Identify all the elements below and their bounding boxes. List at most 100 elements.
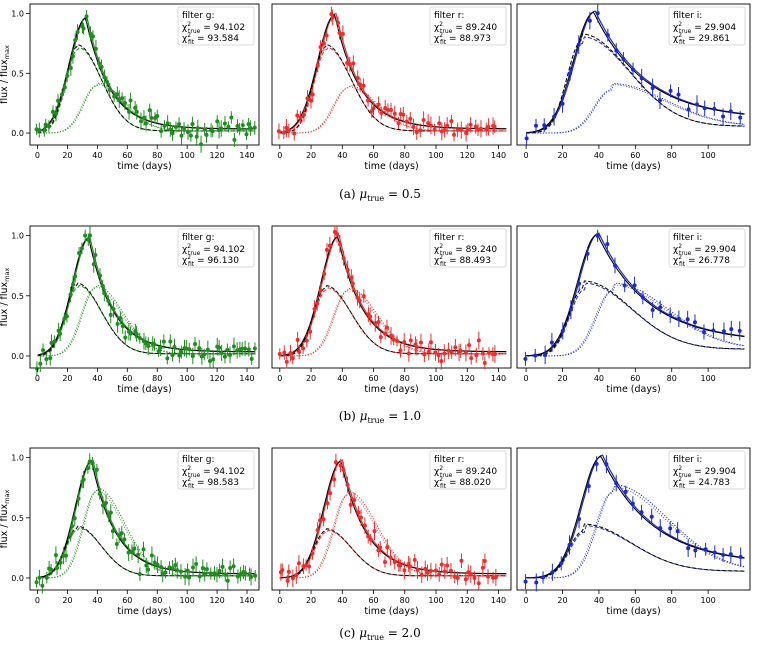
data-point — [455, 576, 460, 581]
legend-filter-title: filter r: — [434, 11, 464, 21]
x-axis-label: time (days) — [117, 606, 171, 617]
data-point — [621, 56, 626, 61]
data-point — [668, 313, 673, 318]
data-point — [192, 341, 197, 346]
data-point — [152, 342, 157, 347]
data-point — [161, 339, 166, 344]
x-axis-label: time (days) — [117, 384, 171, 395]
data-point — [322, 271, 327, 276]
data-point — [112, 94, 117, 99]
legend-chi-true: χ2 true = 94.102 — [182, 465, 245, 479]
data-point — [445, 123, 450, 128]
x-tick-label: 120 — [209, 596, 224, 605]
data-point — [90, 34, 95, 39]
data-point — [372, 529, 377, 534]
data-point — [231, 564, 236, 569]
data-point — [728, 552, 733, 557]
data-point — [122, 537, 127, 542]
data-point — [155, 562, 160, 567]
data-point — [350, 281, 355, 286]
data-point — [187, 575, 192, 580]
data-point — [228, 352, 233, 357]
data-point — [402, 568, 407, 573]
data-point — [190, 122, 195, 127]
x-tick-label: 0 — [35, 151, 40, 160]
data-point — [356, 510, 361, 515]
legend-chi-true: χ2 true = 89.240 — [434, 465, 497, 479]
data-point — [465, 127, 470, 132]
data-point — [395, 338, 400, 343]
data-point — [91, 262, 96, 267]
data-point — [378, 335, 383, 340]
data-point — [668, 88, 673, 93]
data-point — [120, 96, 125, 101]
data-point — [676, 92, 681, 97]
legend-chi-fit: χ2 fit = 88.493 — [434, 254, 491, 268]
fit-component2-curve — [279, 288, 507, 357]
data-point — [318, 45, 323, 50]
y-tick-label: 0.5 — [11, 292, 24, 301]
data-point — [249, 356, 254, 361]
x-tick-label: 80 — [152, 596, 162, 605]
data-point — [175, 568, 180, 573]
x-tick-label: 20 — [557, 151, 567, 160]
x-tick-label: 80 — [152, 151, 162, 160]
data-point — [64, 553, 69, 558]
legend-frame — [177, 6, 255, 46]
data-point — [487, 350, 492, 355]
data-point — [136, 552, 141, 557]
legend-chi-true: χ2 true = 94.102 — [182, 243, 245, 257]
data-point — [195, 126, 200, 131]
data-point — [107, 87, 112, 92]
data-point — [286, 569, 291, 574]
legend-filter-title: filter r: — [434, 455, 464, 465]
data-point — [170, 131, 175, 136]
data-point — [686, 546, 691, 551]
legend-filter-title: filter g: — [182, 11, 215, 21]
x-tick-label: 140 — [239, 374, 254, 383]
data-point — [162, 123, 167, 128]
data-point — [693, 548, 698, 553]
x-tick-label: 140 — [491, 374, 506, 383]
data-point — [228, 566, 233, 571]
data-point — [325, 501, 330, 506]
data-point — [238, 572, 243, 577]
x-tick-label: 60 — [368, 596, 378, 605]
data-point — [355, 75, 360, 80]
panel-0-i: 0 20 40 60 80 100 time (days) filter i:χ2 true =… — [516, 3, 751, 172]
x-tick-label: 60 — [368, 151, 378, 160]
legend-chi-fit: χ2 fit = 93.584 — [182, 32, 239, 46]
panel-2-i: 0 20 40 60 80 100 time (days) filter i:χ2 true =… — [516, 447, 751, 617]
data-point — [445, 563, 450, 568]
axes-frame — [29, 3, 260, 146]
data-point — [191, 565, 196, 570]
x-tick-label: 0 — [277, 596, 282, 605]
data-point — [493, 575, 498, 580]
data-point — [459, 558, 464, 563]
data-point — [97, 491, 102, 496]
data-point — [115, 92, 120, 97]
data-point — [244, 132, 249, 137]
data-point — [560, 101, 565, 106]
data-point — [179, 350, 184, 355]
y-tick-label: 0.5 — [11, 69, 24, 78]
data-point — [315, 63, 320, 68]
data-point — [56, 328, 61, 333]
data-point — [560, 328, 565, 333]
data-point — [632, 283, 637, 288]
data-point — [58, 331, 63, 336]
x-tick-label: 140 — [239, 596, 254, 605]
data-point — [721, 114, 726, 119]
data-point — [595, 11, 600, 16]
fit-component1-curve — [279, 44, 507, 134]
x-tick-label: 40 — [594, 596, 604, 605]
data-point — [729, 327, 734, 332]
data-point — [62, 316, 67, 321]
data-point — [318, 288, 323, 293]
data-point — [188, 133, 193, 138]
x-tick-label: 120 — [460, 374, 475, 383]
data-point — [341, 467, 346, 472]
x-tick-label: 80 — [667, 596, 677, 605]
data-point — [594, 461, 599, 466]
